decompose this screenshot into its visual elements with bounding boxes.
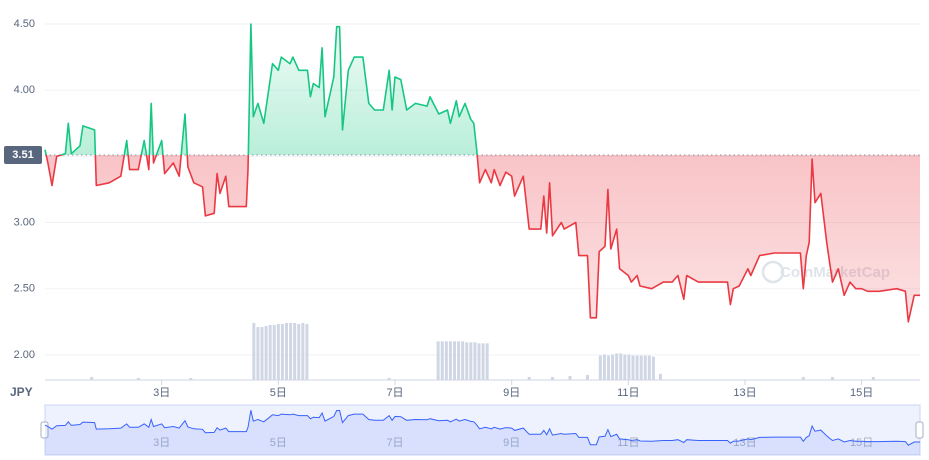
volume-bar bbox=[611, 354, 615, 380]
y-tick-label: 4.50 bbox=[14, 18, 35, 30]
volume-bar bbox=[252, 323, 256, 380]
volume-bar bbox=[635, 355, 639, 380]
volume-bar bbox=[527, 376, 531, 380]
volume-bar bbox=[469, 342, 473, 380]
y-tick-label: 4.00 bbox=[14, 84, 35, 96]
volume-bar bbox=[305, 324, 309, 380]
volume-bar bbox=[90, 376, 94, 380]
volume-bar bbox=[481, 343, 485, 380]
volume-bar bbox=[607, 355, 610, 380]
navigator-tick-label: 5日 bbox=[270, 437, 287, 449]
volume-bar bbox=[602, 354, 606, 380]
volume-bar bbox=[293, 323, 297, 380]
volume-bar bbox=[801, 376, 805, 380]
volume-bar bbox=[457, 341, 461, 380]
watermark-logo bbox=[761, 260, 785, 284]
volume-bar bbox=[387, 377, 391, 380]
baseline-label: 3.51 bbox=[12, 149, 33, 161]
y-tick-label: 3.00 bbox=[14, 216, 35, 228]
navigator-area bbox=[45, 410, 920, 455]
volume-bar bbox=[453, 341, 456, 380]
volume-bar bbox=[586, 374, 589, 380]
price-line bbox=[44, 23, 920, 323]
volume-bar bbox=[465, 342, 469, 380]
x-tick-label: 13日 bbox=[733, 387, 756, 399]
volume-bar bbox=[272, 325, 276, 380]
volume-bar bbox=[619, 353, 623, 380]
volume-bar bbox=[448, 341, 452, 380]
volume-bar bbox=[871, 376, 875, 380]
volume-bar bbox=[276, 324, 280, 380]
volume-bar bbox=[631, 355, 635, 380]
volume-bar bbox=[285, 323, 288, 380]
volume-bar bbox=[598, 355, 602, 380]
volume-bar bbox=[260, 327, 264, 380]
volume-bar bbox=[831, 376, 834, 380]
volume-bar bbox=[615, 353, 619, 380]
volume-bar bbox=[485, 343, 489, 380]
volume-bar bbox=[264, 326, 268, 380]
x-tick-label: 9日 bbox=[503, 387, 520, 399]
navigator-handle[interactable] bbox=[915, 421, 924, 439]
navigator-tick-label: 15日 bbox=[850, 437, 873, 449]
currency-label: JPY bbox=[10, 385, 33, 399]
x-tick-label: 11日 bbox=[617, 387, 639, 399]
x-tick-label: 3日 bbox=[153, 387, 170, 399]
volume-bar bbox=[280, 324, 284, 380]
volume-bar bbox=[473, 342, 477, 380]
volume-bar bbox=[551, 376, 554, 380]
volume-bar bbox=[268, 325, 272, 380]
volume-bar bbox=[189, 377, 193, 380]
volume-bar bbox=[643, 355, 647, 380]
x-tick-label: 15日 bbox=[850, 387, 873, 399]
volume-bar bbox=[136, 377, 140, 380]
navigator-tick-label: 3日 bbox=[153, 437, 170, 449]
volume-bar bbox=[297, 324, 301, 380]
volume-bar bbox=[623, 354, 627, 380]
volume-bar bbox=[461, 341, 465, 380]
volume-bar bbox=[568, 375, 572, 380]
volume-bar bbox=[627, 354, 631, 380]
x-tick-label: 7日 bbox=[386, 387, 403, 399]
volume-bar bbox=[647, 355, 651, 380]
volume-bar bbox=[436, 341, 440, 380]
volume-bar bbox=[658, 373, 662, 380]
navigator-tick-label: 7日 bbox=[386, 437, 403, 449]
navigator-tick-label: 9日 bbox=[503, 437, 520, 449]
y-tick-label: 2.00 bbox=[14, 349, 35, 361]
navigator[interactable] bbox=[44, 404, 921, 456]
volume-bar bbox=[444, 341, 448, 380]
y-tick-label: 2.50 bbox=[14, 283, 35, 295]
price-area bbox=[45, 24, 920, 322]
volume-bar bbox=[440, 341, 444, 380]
x-tick-label: 5日 bbox=[270, 387, 287, 399]
navigator-line bbox=[44, 410, 920, 446]
volume-bar bbox=[256, 327, 260, 380]
volume-bar bbox=[651, 356, 655, 380]
volume-bar bbox=[289, 323, 293, 380]
baseline-badge bbox=[4, 146, 42, 165]
volume-bar bbox=[477, 343, 481, 380]
volume-bar bbox=[301, 323, 305, 380]
volume-bar bbox=[639, 355, 643, 380]
